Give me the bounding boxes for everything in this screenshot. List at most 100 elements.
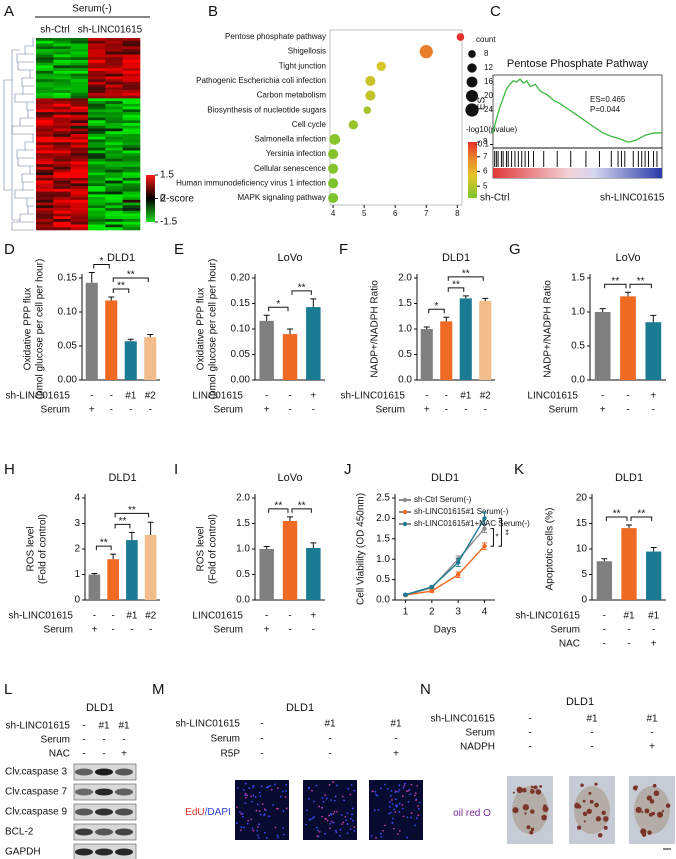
y-tick-label: 1.0 [398,324,412,335]
cell [276,834,279,837]
heatmap-cell [122,54,141,58]
y-tick-label: 10 [576,544,588,555]
cell [250,818,253,821]
chart-title: DLD1 [615,472,643,484]
error-bar [626,524,632,529]
cell [239,829,242,832]
cell [251,800,254,803]
point [403,592,408,597]
cell [346,823,349,825]
panel-letter: F [339,241,348,258]
condition-value: - [260,749,263,760]
heatmap-cell [122,194,141,198]
heatmap-cell [53,139,71,143]
heatmap-cell [122,38,141,42]
heatmap-cell [36,101,54,105]
cell [395,798,397,801]
heatmap-cell [88,205,106,209]
heatmap-cell [36,150,54,154]
error-bar [287,516,293,521]
heatmap-cell [88,101,106,105]
heatmap-cell [53,155,71,159]
cell [247,819,250,822]
cell [328,814,330,817]
heatmap-cell [122,147,141,151]
condition-value: - [328,734,331,745]
heatmap-cell [70,40,89,44]
cell [252,786,255,789]
condition-value: - [82,735,85,746]
y-tick-label: Tight junction [279,61,326,70]
heatmap-cell [53,59,71,63]
significance-label: ** [611,276,619,287]
heatmap-cell [36,213,54,217]
heatmap-cell [88,227,106,231]
condition-value: #1 [460,391,472,402]
cell [257,803,259,806]
heatmap-cell [88,213,106,217]
size-legend-mark [467,63,477,73]
bar [440,321,453,380]
band-label: Clv.caspase 9 [5,807,68,818]
y-axis-label: Cell Viability (OD 450nm) [356,493,367,605]
cell [398,810,401,813]
heatmap-cell [105,62,123,66]
cell [332,781,335,783]
condition-name: sh-LINC01615 [341,391,406,402]
heatmap-cell [122,180,141,184]
stain-label: EdU/DAPI [185,807,231,818]
bar [594,312,611,380]
heatmap-cell [53,183,71,187]
y-tick-label: 1.0 [571,307,585,318]
condition-value: - [528,728,531,739]
bar [306,307,321,380]
heatmap-cell [70,112,89,116]
y-tick-label: 1.0 [236,544,250,555]
condition-value: - [626,391,629,402]
heatmap-cell [105,164,123,168]
cell [389,794,392,797]
condition-value: - [652,625,655,636]
heatmap-cell [36,90,54,94]
size-legend-mark [468,50,476,58]
cell [285,790,287,792]
blot-band [115,768,133,776]
heatmap-cell [122,191,141,195]
blot-band [115,808,133,816]
cell [349,817,352,820]
heatmap-cell [70,54,89,58]
heatmap-cell [53,101,71,105]
heatmap-cell [122,142,141,146]
heatmap-cell [36,153,54,157]
y-axis-label: NADP+/NADPH Ratio [370,280,381,378]
bar [282,334,298,380]
cell [407,800,410,803]
colorbar-tick-label: 0 [160,193,166,204]
heatmap-cell [88,186,106,190]
cell [382,829,384,832]
y-tick-label: Human immunodeficiency virus 1 infection [176,178,326,187]
heatmap-cell [70,199,89,203]
heatmap-cell [36,73,54,77]
heatmap-cell [105,205,123,209]
heatmap-cell [36,76,54,80]
cell [353,830,356,832]
heatmap-cell [70,81,89,85]
heatmap-cell [70,147,89,151]
panel-title: DLD1 [86,702,114,714]
heatmap-cell [70,131,89,135]
heatmap-cell [70,164,89,168]
heatmap-cell [70,70,89,74]
heatmap-cell [88,144,106,149]
heatmap-cell [53,109,71,113]
series-line [405,545,485,596]
heatmap-cell [122,150,141,154]
condition-name: sh-LINC01615 [9,611,74,622]
condition-value: - [129,405,132,416]
heatmap-cell [36,221,54,225]
error-bar [310,542,317,548]
error-bar [650,546,657,552]
chart-title: LoVo [277,252,302,264]
heatmap-cell [88,68,106,72]
heatmap-cell [70,43,89,47]
